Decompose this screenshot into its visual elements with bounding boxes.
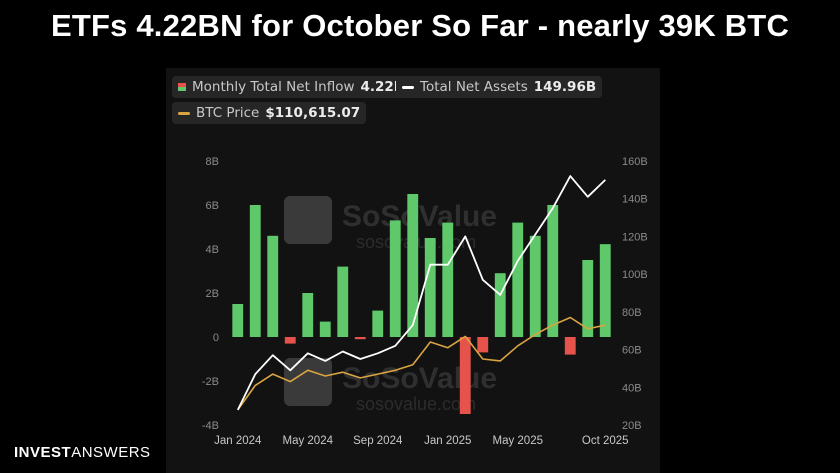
inflow-bar[interactable] [512, 222, 524, 337]
y-left-tick-label: 4B [206, 244, 219, 256]
legend-inflow[interactable]: Monthly Total Net Inflow 4.22B [172, 76, 411, 98]
inflow-bar[interactable] [494, 273, 506, 337]
inflow-bar[interactable] [389, 220, 401, 337]
y-right-tick-label: 120B [622, 231, 648, 243]
y-left-tick-label: 2B [206, 288, 219, 300]
inflow-bar[interactable] [477, 337, 489, 353]
inflow-bar[interactable] [284, 337, 296, 344]
y-right-tick-label: 40B [622, 382, 642, 394]
inflow-bar[interactable] [582, 260, 594, 337]
brand-part1: INVEST [14, 444, 72, 461]
y-right-tick-label: 100B [622, 269, 648, 281]
watermark-group: SoSoValue sosovalue.com SoSoValue sosova… [284, 196, 497, 414]
inflow-bars [232, 194, 611, 414]
y-left-tick-label: 8B [206, 156, 219, 168]
legend-assets[interactable]: Total Net Assets 149.96B [396, 76, 603, 98]
total-net-assets-line[interactable] [236, 175, 606, 411]
etf-flow-chart: SoSoValue sosovalue.com SoSoValue sosova… [202, 156, 648, 447]
legend-inflow-value: 4.22B [360, 79, 405, 95]
legend-assets-label: Total Net Assets [420, 79, 528, 95]
y-axis-left: 8B 6B 4B 2B 0 -2B -4B [202, 156, 219, 432]
inflow-bar[interactable] [232, 304, 244, 337]
y-axis-right: 160B 140B 120B 100B 80B 60B 40B 20B [622, 156, 648, 432]
inflow-swatch-icon [178, 83, 186, 91]
x-axis: Jan 2024 May 2024 Sep 2024 Jan 2025 May 2025… [214, 435, 629, 447]
y-right-tick-label: 80B [622, 307, 642, 319]
btc-price-line[interactable] [237, 316, 606, 411]
btc-swatch-icon [178, 111, 190, 115]
watermark-bottom: SoSoValue sosovalue.com [284, 358, 497, 414]
inflow-bar[interactable] [547, 205, 559, 337]
inflow-bar[interactable] [267, 235, 279, 337]
y-left-tick-label: -2B [202, 376, 219, 388]
y-right-tick-label: 60B [622, 345, 642, 357]
inflow-bar[interactable] [249, 205, 261, 337]
x-tick-label: Jan 2025 [424, 435, 471, 447]
inflow-bar[interactable] [372, 310, 384, 337]
x-tick-label: Sep 2024 [353, 435, 403, 447]
chart-panel: Monthly Total Net Inflow 4.22B Total Net … [166, 68, 660, 473]
y-left-tick-label: 6B [206, 200, 219, 212]
y-right-tick-label: 160B [622, 156, 648, 168]
inflow-bar[interactable] [319, 321, 331, 337]
legend-btc-label: BTC Price [196, 105, 260, 121]
x-tick-label: May 2025 [492, 435, 543, 447]
y-right-tick-label: 20B [622, 420, 642, 432]
watermark-url-text-2: sosovalue.com [356, 394, 476, 414]
y-left-tick-label: 0 [213, 332, 219, 344]
inflow-bar[interactable] [442, 222, 454, 337]
inflow-bar[interactable] [407, 194, 419, 337]
legend-btc-value: $110,615.07 [265, 105, 361, 121]
watermark-logo-icon [284, 196, 332, 244]
x-tick-label: Jan 2024 [214, 435, 262, 447]
inflow-bar[interactable] [337, 266, 349, 337]
y-right-tick-label: 140B [622, 194, 648, 206]
inflow-bar[interactable] [529, 235, 541, 337]
watermark-logo-text-2: SoSoValue [342, 362, 497, 395]
legend-assets-value: 149.96B [533, 79, 597, 95]
brand-logo: INVESTANSWERS [14, 444, 151, 461]
y-left-tick-label: -4B [202, 420, 219, 432]
line-series [236, 175, 606, 411]
inflow-bar[interactable] [459, 337, 471, 414]
inflow-bar[interactable] [424, 238, 436, 337]
inflow-bar[interactable] [564, 337, 576, 355]
brand-part2: ANSWERS [71, 444, 151, 461]
assets-swatch-icon [402, 85, 414, 89]
watermark-logo-icon-2 [284, 358, 332, 406]
legend-btc[interactable]: BTC Price $110,615.07 [172, 102, 367, 124]
inflow-bar[interactable] [302, 293, 314, 337]
inflow-bar[interactable] [354, 337, 366, 340]
inflow-bar[interactable] [599, 244, 611, 337]
x-tick-label: Oct 2025 [582, 435, 629, 447]
x-tick-label: May 2024 [282, 435, 333, 447]
legend-inflow-label: Monthly Total Net Inflow [192, 79, 355, 95]
watermark-logo-text: SoSoValue [342, 200, 497, 233]
headline: ETFs 4.22BN for October So Far - nearly … [50, 8, 790, 43]
